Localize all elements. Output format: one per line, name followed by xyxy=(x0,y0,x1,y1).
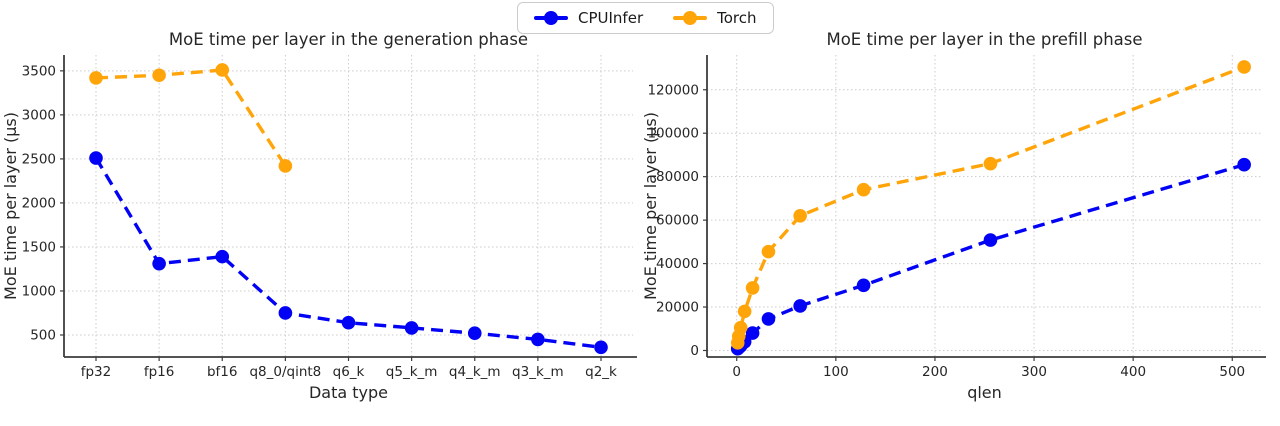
svg-text:0: 0 xyxy=(690,343,699,359)
x-tick-labels: 0 100 200 300 400 500 xyxy=(732,364,1245,380)
cpuinfer-line-marker-icon xyxy=(534,10,568,26)
data-point-marker xyxy=(404,321,419,335)
y-tick-labels: 500 1000 1500 2000 2500 3000 3500 xyxy=(22,63,56,343)
svg-text:q2_k: q2_k xyxy=(585,364,617,380)
legend-item-cpuinfer: CPUInfer xyxy=(534,10,643,26)
svg-text:100: 100 xyxy=(823,364,849,380)
data-point-marker xyxy=(89,151,103,165)
data-point-marker xyxy=(745,326,760,340)
y-tick-labels: 0 20000 40000 60000 80000 100000 120000 xyxy=(647,82,699,359)
data-point-marker xyxy=(278,306,293,320)
grid-lines xyxy=(64,55,633,357)
data-point-marker xyxy=(1237,157,1251,172)
svg-text:q5_k_m: q5_k_m xyxy=(386,364,438,380)
x-axis-label: qlen xyxy=(967,383,1002,402)
data-point-marker xyxy=(152,68,166,83)
series-torch xyxy=(730,60,1251,350)
y-axis-label: MoE time per layer (µs) xyxy=(641,112,660,300)
data-point-marker xyxy=(152,256,166,271)
axes-spines xyxy=(63,55,637,358)
legend: CPUInfer Torch xyxy=(517,2,774,34)
series-torch xyxy=(89,63,293,173)
chart-title: MoE time per layer in the prefill phase xyxy=(826,30,1142,49)
x-axis-label: Data type xyxy=(309,383,388,402)
tick-marks xyxy=(703,89,1233,361)
data-point-marker xyxy=(733,320,748,335)
data-point-marker xyxy=(341,315,356,330)
svg-text:fp32: fp32 xyxy=(81,364,112,380)
svg-text:q4_k_m: q4_k_m xyxy=(449,364,501,380)
svg-text:q3_k_m: q3_k_m xyxy=(512,364,564,380)
series-cpuinfer xyxy=(89,151,608,355)
svg-text:300: 300 xyxy=(1021,364,1047,380)
data-point-marker xyxy=(89,71,103,85)
svg-text:bf16: bf16 xyxy=(207,364,238,380)
svg-text:200: 200 xyxy=(922,364,948,380)
data-point-marker xyxy=(215,249,230,264)
y-axis-label: MoE time per layer (µs) xyxy=(1,112,20,300)
legend-item-torch: Torch xyxy=(673,9,757,27)
svg-text:q8_0/qint8: q8_0/qint8 xyxy=(249,364,321,380)
x-tick-labels: fp32 fp16 bf16 q8_0/qint8 q6_k q5_k_m q4_k_m q3… xyxy=(81,364,617,380)
data-point-marker xyxy=(856,278,871,293)
svg-text:60000: 60000 xyxy=(656,213,699,229)
svg-text:500: 500 xyxy=(30,327,56,343)
svg-text:120000: 120000 xyxy=(647,82,699,98)
series-line xyxy=(736,65,1245,344)
data-point-marker xyxy=(793,208,807,223)
series-cpuinfer xyxy=(730,157,1251,356)
svg-text:80000: 80000 xyxy=(656,169,699,185)
data-point-marker xyxy=(1237,60,1251,74)
svg-text:2500: 2500 xyxy=(22,151,56,167)
axes-spines xyxy=(706,55,1266,358)
svg-text:100000: 100000 xyxy=(647,126,699,142)
tick-marks xyxy=(60,70,602,361)
data-point-marker xyxy=(215,63,230,77)
data-point-marker xyxy=(793,299,807,313)
svg-text:0: 0 xyxy=(732,364,741,380)
data-point-marker xyxy=(467,326,482,341)
svg-text:500: 500 xyxy=(1219,364,1245,380)
data-point-marker xyxy=(856,182,871,197)
torch-line-marker-icon xyxy=(673,10,708,26)
legend-label-cpuinfer: CPUInfer xyxy=(578,9,644,27)
svg-text:40000: 40000 xyxy=(656,256,699,272)
data-point-marker xyxy=(745,281,760,295)
data-point-marker xyxy=(983,233,998,247)
prefill-phase-chart: 0 100 200 300 400 500 0 20000 40000 60000 80000 100… xyxy=(641,30,1266,402)
svg-text:1500: 1500 xyxy=(22,239,56,255)
svg-text:q6_k: q6_k xyxy=(333,364,365,380)
series-line xyxy=(736,163,1245,350)
svg-text:3000: 3000 xyxy=(22,107,56,123)
svg-text:20000: 20000 xyxy=(656,300,699,316)
svg-text:2000: 2000 xyxy=(22,195,56,211)
data-point-marker xyxy=(983,156,998,171)
legend-label-torch: Torch xyxy=(717,9,757,27)
generation-phase-chart: fp32 fp16 bf16 q8_0/qint8 q6_k q5_k_m q4_k_m q3… xyxy=(1,30,637,402)
data-point-marker xyxy=(761,312,776,326)
data-point-marker xyxy=(594,340,608,355)
series-line xyxy=(94,157,602,349)
data-point-marker xyxy=(531,332,545,347)
data-point-marker xyxy=(278,159,293,173)
svg-text:fp16: fp16 xyxy=(144,364,175,380)
data-point-marker xyxy=(737,304,752,319)
svg-text:3500: 3500 xyxy=(22,63,56,79)
svg-text:1000: 1000 xyxy=(22,283,56,299)
svg-text:400: 400 xyxy=(1120,364,1146,380)
series-line xyxy=(95,68,287,167)
data-point-marker xyxy=(761,244,776,259)
chart-title: MoE time per layer in the generation pha… xyxy=(169,30,528,49)
